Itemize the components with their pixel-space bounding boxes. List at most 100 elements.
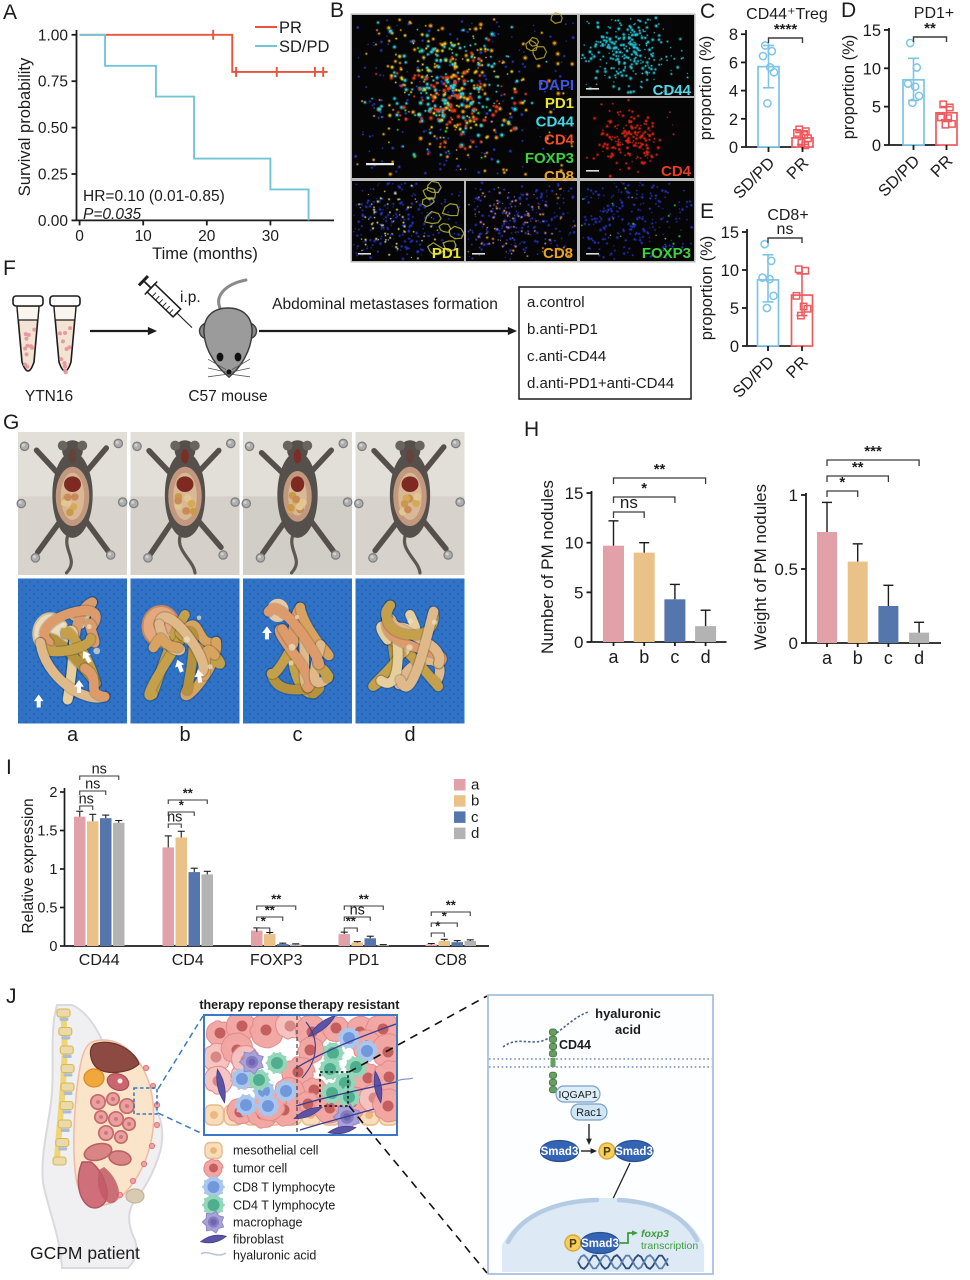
a-y-axis-title: Survival probability xyxy=(16,57,34,196)
panel-d-pd1-ytick: 15 xyxy=(863,22,881,40)
i-ytick: 2 xyxy=(49,785,57,801)
j-fibroblast xyxy=(216,1068,226,1104)
b-cd8-image: CD8 xyxy=(466,180,577,262)
i-sig-bracket xyxy=(167,799,208,804)
panel-h-weight-chart-xlabel-d: d xyxy=(914,648,924,668)
j-disc xyxy=(62,1054,72,1058)
j-cd44-bead xyxy=(549,1028,557,1036)
f-arrow-label: Abdominal metastases formation xyxy=(272,296,498,313)
i-bar-PD1-a xyxy=(338,934,350,946)
panel-d-pd1-point xyxy=(914,91,924,101)
j-nucleus-envelope xyxy=(616,1197,700,1243)
j-dna-helix xyxy=(577,1253,669,1271)
panel-h-number-chart-bar-a xyxy=(603,545,624,642)
panel-c-cd44-treg-point xyxy=(801,141,810,150)
j-peritoneal-nodule xyxy=(129,1177,137,1185)
a-xtick: 10 xyxy=(135,228,153,245)
j-cd44-bead xyxy=(549,1050,557,1058)
f-tube-icon xyxy=(12,295,44,372)
panel-c-cd44-treg-title: CD44⁺Treg xyxy=(746,6,828,23)
j-legend-label-4: macrophage xyxy=(233,1216,303,1230)
j-therapy-response-label: therapy reponse xyxy=(199,998,296,1012)
i-legend-label-c: c xyxy=(471,809,479,826)
g-arrow-icon xyxy=(33,694,44,708)
i-bar-CD4-b xyxy=(175,837,187,946)
i-legend-label-a: a xyxy=(471,777,480,794)
panel-h-number-chart-ytick: 10 xyxy=(565,534,584,553)
i-y-axis-title: Relative expression xyxy=(20,798,37,933)
panel-d-pd1-ytick: 10 xyxy=(863,60,881,78)
i-bar-CD8-b xyxy=(438,940,450,946)
j-vertebra xyxy=(56,1008,71,1018)
j-ha-strand-out xyxy=(396,1077,414,1082)
g-column-label-d: d xyxy=(404,724,415,746)
panel-i-expression-chart: 0 0.5 1 1.5 2 Relative expression CD44 CD4 FOXP3… xyxy=(20,762,489,969)
i-legend-swatch-b xyxy=(454,795,466,807)
j-connector-black xyxy=(348,995,488,1073)
panel-c-cd44-treg-sig: **** xyxy=(774,21,798,38)
i-sig-label: ns xyxy=(85,777,100,793)
f-treatment-0: a.control xyxy=(527,294,585,311)
panel-e-cd8-xlabel-0: SD/PD xyxy=(729,353,777,401)
panel-c-cd44-treg: CD44⁺Treg 0 2 4 6 8 proportion (%) SD/PD PR **** xyxy=(697,6,828,202)
a-hr-annotation: HR=0.10 (0.01-0.85) xyxy=(83,188,225,205)
j-smad3-node-1-label: Smad3 xyxy=(541,1146,579,1158)
i-sig-label: ** xyxy=(271,892,282,907)
panel-d-pd1-xlabel-0: SD/PD xyxy=(875,152,923,200)
j-smad3-node-1 xyxy=(539,1139,580,1163)
panel-d-pd1-point xyxy=(912,63,922,72)
b-cd8-label: CD8 xyxy=(543,245,573,262)
j-legend-fibroblast-icon xyxy=(199,1234,228,1244)
panel-c-cd44-treg-point xyxy=(758,51,768,61)
panel-e-cd8-y-axis-title: proportion (%) xyxy=(698,236,716,341)
panel-h-number-chart-ytick: 5 xyxy=(574,583,583,602)
j-fibroblast xyxy=(293,1106,323,1120)
a-x-axis-title: Time (months) xyxy=(152,245,258,263)
panel-e-cd8-ytick: 0 xyxy=(730,338,739,356)
panel-d-pd1-sig: ** xyxy=(924,20,936,37)
j-cd44-bead xyxy=(549,1042,557,1051)
j-cd44-bead xyxy=(549,1078,557,1087)
panel-h-number-chart-sig-bracket xyxy=(612,496,676,503)
i-sig-label: ns xyxy=(167,810,182,826)
j-foxp3-label: foxp3 xyxy=(641,1228,669,1240)
panel-d-pd1-point xyxy=(941,120,950,129)
i-sig-bracket xyxy=(79,805,94,810)
panel-letter-b: B xyxy=(330,0,345,22)
b-merged-marker-cd44: CD44 xyxy=(536,113,575,130)
j-legend-cd4-icon xyxy=(202,1194,225,1216)
panel-e-cd8-point xyxy=(766,256,776,266)
j-fibroblast xyxy=(327,1125,357,1134)
j-stomach xyxy=(83,1068,105,1088)
i-sig-label: ns xyxy=(92,762,107,778)
f-mouse-body xyxy=(203,307,253,378)
j-patient-label: GCPM patient xyxy=(30,1243,140,1263)
i-sig-bracket xyxy=(79,775,120,780)
j-inspect-box xyxy=(133,1087,158,1115)
j-bladder xyxy=(125,1188,145,1204)
j-vertebra xyxy=(59,1045,74,1055)
panel-h-number-chart-sig-label: ** xyxy=(654,461,666,478)
j-disc xyxy=(63,1073,73,1077)
panel-e-cd8-xlabel-1: PR xyxy=(783,353,812,382)
j-cd44-bead xyxy=(549,1035,557,1043)
j-rac1-node xyxy=(570,1103,608,1121)
j-legend-macrophage-icon xyxy=(201,1210,225,1234)
i-sig-bracket xyxy=(430,911,471,916)
i-bar-CD4-c xyxy=(188,872,200,946)
panel-j-mechanism: GCPM patient therapy reponse therapy resis… xyxy=(30,994,714,1275)
j-therapy-resistant-label: therapy resistant xyxy=(299,998,401,1012)
panel-c-cd44-treg-xlabel-1: PR xyxy=(783,154,812,183)
j-cd8-t-cell xyxy=(274,1080,298,1102)
g-arrow-icon xyxy=(175,659,185,673)
i-category-CD44: CD44 xyxy=(79,952,120,969)
f-treatment-1: b.anti-PD1 xyxy=(527,321,598,338)
panel-h-number-chart-xlabel-b: b xyxy=(639,647,649,667)
i-category-PD1: PD1 xyxy=(348,952,379,969)
panel-c-cd44-treg-point xyxy=(767,46,777,56)
j-patient-illustration xyxy=(41,1004,164,1269)
i-sig-label: ** xyxy=(359,892,370,907)
panel-h-weight-chart-ytick: 1 xyxy=(789,486,798,505)
